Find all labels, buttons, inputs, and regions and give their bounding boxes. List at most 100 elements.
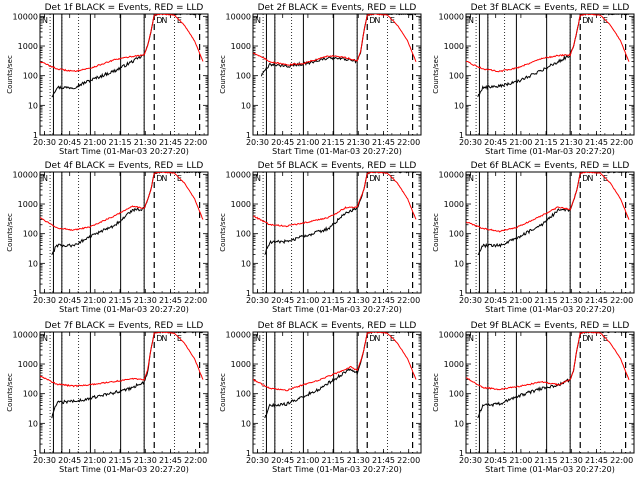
y-axis-label: Counts/sec [219,213,227,252]
plot-frame [39,171,209,294]
y-tick-label: 1 [33,131,38,140]
y-tick-label: 1 [33,289,38,298]
x-axis-label: Start Time (01-Mar-03 20:27:20) [485,465,615,474]
plot-frame [465,171,635,294]
detector-panel-3: Det 3f BLACK = Events, RED = LLD 1 10 100 10… [432,3,635,156]
x-tick-label: 21:15 [322,456,345,465]
y-tick-label: 10 [241,101,251,110]
range-label: D [369,334,375,343]
panel-title: Det 9f BLACK = Events, RED = LLD [471,321,630,331]
series-events-line [477,14,630,98]
detector-panel-7: Det 7f BLACK = Events, RED = LLD 1 10 100 10… [6,321,209,474]
range-label: D [156,16,162,25]
x-axis-label: Start Time (01-Mar-03 20:27:20) [59,305,189,314]
y-tick-label: 100 [449,390,464,399]
x-tick-label: 21:30 [134,296,157,305]
plot-frame [252,331,422,454]
x-tick-label: 21:30 [134,138,157,147]
x-tick-label: 20:30 [246,138,269,147]
x-tick-label: 20:45 [271,296,294,305]
panel-title: Det 8f BLACK = Events, RED = LLD [258,321,417,331]
x-tick-label: 21:45 [585,138,608,147]
x-tick-label: 21:15 [109,456,132,465]
x-tick-label: 21:00 [296,456,319,465]
x-tick-label: 22:00 [397,296,420,305]
range-label: N [255,16,261,25]
x-tick-label: 21:45 [585,456,608,465]
panel-title: Det 3f BLACK = Events, RED = LLD [471,3,630,13]
y-axis-label: Counts/sec [219,373,227,412]
series-events-line [51,14,203,98]
x-tick-label: 22:00 [610,456,633,465]
y-tick-label: 1000 [444,42,464,51]
panel-title: Det 7f BLACK = Events, RED = LLD [45,321,204,331]
range-label: D [582,16,588,25]
series-lld-line [253,14,417,66]
panel-title: Det 2f BLACK = Events, RED = LLD [258,3,417,13]
x-tick-label: 21:30 [347,296,370,305]
series-events-line [264,332,416,419]
range-label: N [374,16,380,25]
y-axis-label: Counts/sec [432,373,440,412]
y-tick-label: 10 [241,419,251,428]
y-tick-label: 1000 [18,200,38,209]
y-tick-label: 10 [28,419,38,428]
range-label: D [582,174,588,183]
plot-frame [252,13,422,136]
series-lld-line [466,332,630,391]
series-lld-line [466,14,630,73]
y-tick-label: 100 [23,230,38,239]
range-label: N [255,334,261,343]
y-axis-label: Counts/sec [6,213,14,252]
series-lld-line [466,172,630,233]
x-tick-label: 20:30 [33,138,56,147]
panel-title: Det 1f BLACK = Events, RED = LLD [45,3,204,13]
x-tick-label: 21:45 [159,296,182,305]
y-tick-label: 1 [459,131,464,140]
detector-panel-8: Det 8f BLACK = Events, RED = LLD 1 10 100 10… [219,321,422,474]
range-label: D [369,174,375,183]
x-tick-label: 20:45 [58,138,81,147]
series-lld-line [253,172,417,228]
x-tick-label: 21:00 [509,296,532,305]
panel-title: Det 4f BLACK = Events, RED = LLD [45,161,204,171]
range-label: N [374,174,380,183]
x-tick-label: 21:30 [560,296,583,305]
x-tick-label: 21:15 [535,138,558,147]
range-label: D [369,16,375,25]
series-events-line [260,14,417,77]
x-tick-label: 20:45 [271,138,294,147]
range-label: N [42,16,48,25]
x-axis-label: Start Time (01-Mar-03 20:27:20) [485,305,615,314]
y-tick-label: 10 [454,419,464,428]
series-events-line [264,172,417,255]
series-events-line [477,332,630,419]
plot-frame [465,331,635,454]
range-label: D [156,174,162,183]
x-axis-label: Start Time (01-Mar-03 20:27:20) [272,305,402,314]
series-lld-line [40,14,204,73]
x-tick-label: 21:30 [134,456,157,465]
x-tick-label: 21:00 [509,138,532,147]
x-tick-label: 21:30 [347,456,370,465]
y-tick-label: 10000 [226,330,251,339]
x-tick-label: 20:45 [271,456,294,465]
y-tick-label: 10000 [439,330,464,339]
x-tick-label: 21:15 [322,138,345,147]
x-tick-label: 21:15 [109,296,132,305]
x-tick-label: 22:00 [397,456,420,465]
x-tick-label: 22:00 [610,138,633,147]
x-tick-label: 20:30 [33,296,56,305]
y-tick-label: 100 [23,72,38,81]
y-tick-label: 10000 [226,12,251,21]
range-label: N [161,174,167,183]
x-tick-label: 22:00 [610,296,633,305]
series-events-line [51,172,203,256]
y-tick-label: 10 [28,101,38,110]
plot-frame [39,331,209,454]
y-tick-label: 1000 [231,360,251,369]
x-tick-label: 21:00 [83,456,106,465]
x-axis-label: Start Time (01-Mar-03 20:27:20) [272,147,402,156]
x-axis-label: Start Time (01-Mar-03 20:27:20) [59,465,189,474]
